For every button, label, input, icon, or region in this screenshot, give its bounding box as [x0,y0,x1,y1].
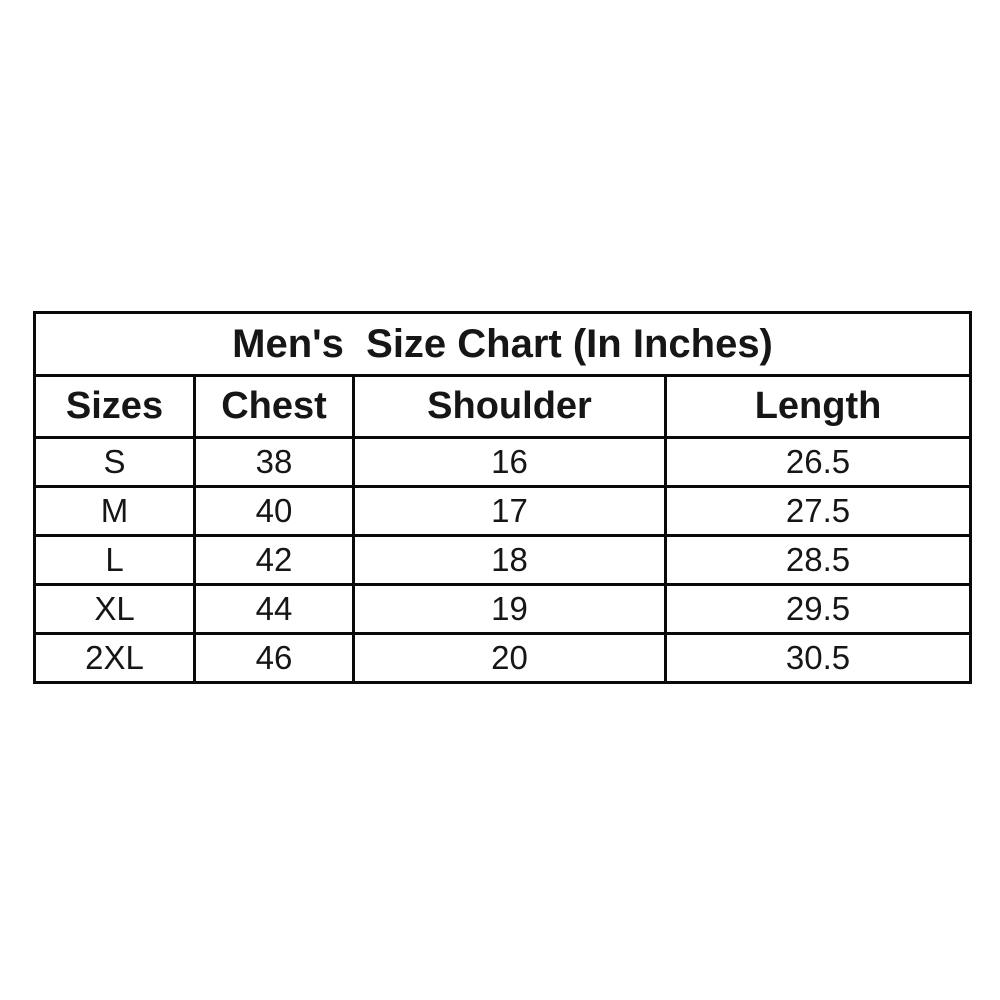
table-row-m: M 40 17 27.5 [33,485,973,537]
chest-cell: 46 [193,632,355,684]
size-cell: S [33,436,196,488]
column-header-length: Length [663,374,973,439]
table-row-xl: XL 44 19 29.5 [33,583,973,635]
chest-cell: 42 [193,534,355,586]
table-row-s: S 38 16 26.5 [33,436,973,488]
size-cell: M [33,485,196,537]
size-cell: 2XL [33,632,196,684]
size-chart-table: Men's Size Chart (In Inches) Sizes Chest… [32,311,973,684]
shoulder-cell: 17 [352,485,667,537]
column-header-chest: Chest [193,374,355,439]
shoulder-cell: 20 [352,632,667,684]
size-cell: XL [33,583,196,635]
length-cell: 27.5 [663,485,973,537]
length-cell: 28.5 [663,534,973,586]
chart-title: Men's Size Chart (In Inches) [32,311,973,377]
length-cell: 29.5 [663,583,973,635]
length-cell: 30.5 [663,632,973,684]
shoulder-cell: 18 [352,534,667,586]
length-cell: 26.5 [663,436,973,488]
title-row: Men's Size Chart (In Inches) [32,311,973,377]
chest-cell: 40 [193,485,355,537]
table-row-2xl: 2XL 46 20 30.5 [33,632,973,684]
chest-cell: 38 [193,436,355,488]
column-header-sizes: Sizes [33,374,196,439]
shoulder-cell: 19 [352,583,667,635]
shoulder-cell: 16 [352,436,667,488]
chest-cell: 44 [193,583,355,635]
header-row: Sizes Chest Shoulder Length [33,374,973,439]
table-row-l: L 42 18 28.5 [33,534,973,586]
size-cell: L [33,534,196,586]
column-header-shoulder: Shoulder [352,374,667,439]
